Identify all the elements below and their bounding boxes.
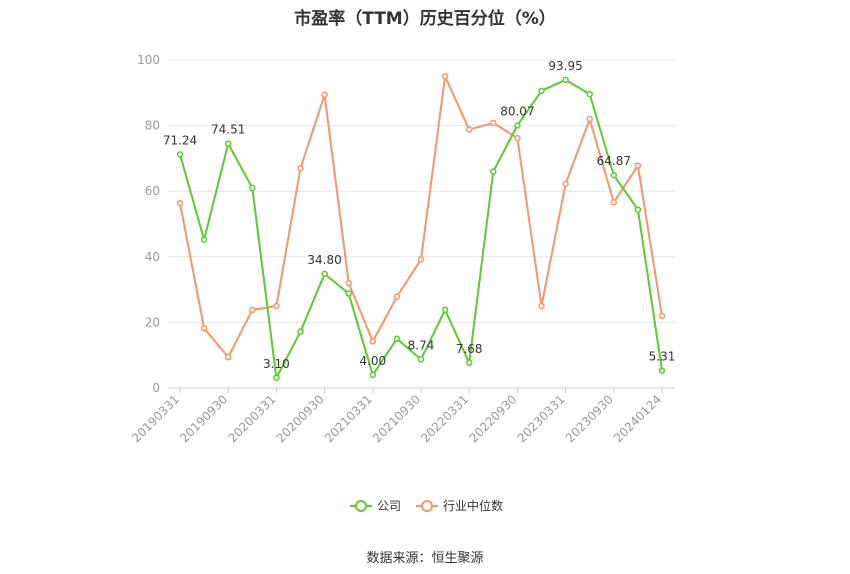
x-tick-label: 20230331 <box>515 392 568 445</box>
data-point <box>176 199 184 207</box>
data-point <box>393 293 401 301</box>
data-labels: 71.24 74.51 3.10 34.80 4.00 8.74 7.68 80.07 93.9… <box>163 59 676 371</box>
data-point <box>417 256 425 263</box>
x-tick-label: 20190331 <box>129 392 182 445</box>
data-point <box>658 367 666 374</box>
y-tick-label: 80 <box>145 119 160 133</box>
data-point <box>586 90 593 98</box>
data-source: 数据来源：恒生聚源 <box>366 551 484 566</box>
legend-label: 行业中位数 <box>443 498 503 513</box>
y-tick-label: 20 <box>145 315 160 329</box>
data-point <box>297 328 304 335</box>
data-label: 71.24 <box>163 133 197 147</box>
data-label: 80.07 <box>500 104 534 118</box>
data-label: 5.31 <box>649 350 676 364</box>
data-point <box>200 236 208 243</box>
y-axis-ticks: 0 20 40 60 80 100 <box>137 53 160 395</box>
data-point <box>658 312 666 320</box>
x-tick-label: 20220331 <box>418 392 471 445</box>
data-point <box>586 115 593 123</box>
y-tick-label: 0 <box>152 381 160 395</box>
legend-item[interactable]: 行业中位数 <box>416 498 503 513</box>
data-point <box>393 335 401 343</box>
legend-item[interactable]: 公司 <box>350 499 401 513</box>
data-point <box>273 302 280 310</box>
x-tick-label: 20200331 <box>225 392 278 445</box>
x-axis: 2019033120190930202003312020093020210331… <box>129 387 675 445</box>
chart-title: 市盈率（TTM）历史百分位（%） <box>294 9 556 29</box>
data-label: 93.95 <box>548 59 582 73</box>
grid-lines <box>168 59 675 323</box>
data-point <box>345 290 352 297</box>
data-point <box>538 302 545 310</box>
y-tick-label: 40 <box>145 250 160 264</box>
data-point <box>200 325 208 332</box>
data-point <box>514 122 521 129</box>
data-label: 7.68 <box>456 342 483 356</box>
data-point <box>610 199 618 206</box>
x-tick-label: 20210331 <box>322 392 375 445</box>
data-point <box>297 164 304 172</box>
series-line <box>179 78 663 379</box>
x-tick-label: 20220930 <box>466 392 519 445</box>
x-tick-label: 20240124 <box>611 392 664 445</box>
data-point <box>465 359 473 367</box>
x-tick-label: 20230930 <box>563 392 616 445</box>
data-point <box>224 140 232 147</box>
data-label: 64.87 <box>597 154 631 168</box>
y-tick-label: 100 <box>137 53 160 67</box>
data-point <box>321 270 328 278</box>
data-point <box>417 356 425 363</box>
data-point <box>514 134 521 142</box>
data-point <box>634 206 642 213</box>
data-point <box>562 180 569 188</box>
data-point <box>610 171 618 179</box>
data-label: 74.51 <box>211 123 245 137</box>
legend[interactable]: 公司 行业中位数 <box>350 498 503 513</box>
data-point <box>224 353 232 361</box>
data-point <box>321 91 328 99</box>
legend-swatch-marker <box>355 500 367 512</box>
data-point <box>465 126 473 133</box>
x-tick-label: 20190930 <box>177 392 230 445</box>
series-lines <box>176 73 666 382</box>
data-label: 3.10 <box>263 357 290 371</box>
data-point <box>441 306 449 314</box>
data-label: 34.80 <box>307 253 341 267</box>
legend-label: 公司 <box>377 499 401 513</box>
data-label: 4.00 <box>359 354 386 368</box>
data-point <box>345 279 352 287</box>
data-point <box>538 87 545 95</box>
data-point <box>176 151 184 158</box>
y-tick-label: 60 <box>145 184 160 198</box>
data-point <box>441 73 449 80</box>
data-point <box>490 168 497 175</box>
data-point <box>562 76 569 84</box>
data-point <box>249 184 256 192</box>
data-point <box>634 162 642 169</box>
data-point <box>369 371 377 379</box>
legend-swatch-marker <box>421 500 433 512</box>
x-tick-label: 20210930 <box>370 392 423 445</box>
data-point <box>490 119 497 127</box>
data-point <box>369 338 377 345</box>
data-point <box>273 374 280 382</box>
data-point <box>249 306 256 314</box>
data-label: 8.74 <box>408 338 435 352</box>
x-tick-label: 20200930 <box>274 392 327 445</box>
